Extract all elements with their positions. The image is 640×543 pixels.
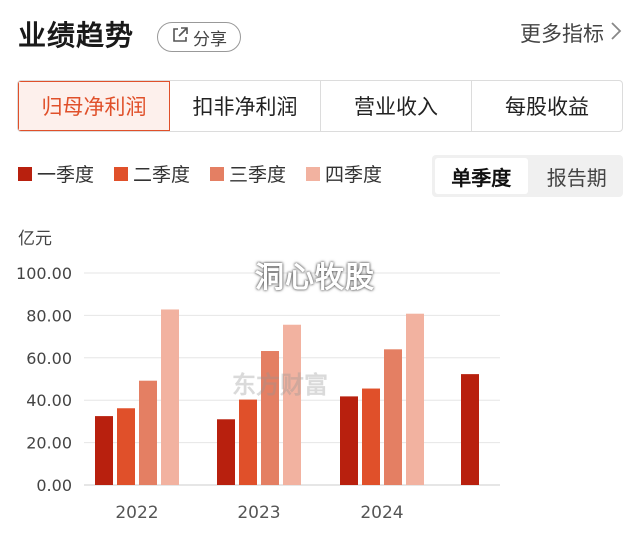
bar-3-2022 [139, 380, 157, 485]
bar-4-2023 [283, 324, 301, 485]
bar-1-latest [461, 374, 479, 485]
page-title: 业绩趋势 [18, 19, 135, 52]
y-tick-label: 20.00 [26, 434, 72, 453]
logo-watermark: 东方财富 [232, 371, 328, 399]
y-tick-label: 0.00 [36, 476, 72, 495]
y-tick-label: 80.00 [26, 306, 72, 325]
bar-3-2024 [384, 349, 402, 485]
tab-net-profit-parent[interactable]: 归母净利润 [18, 81, 170, 131]
legend-item-q2: 二季度 [114, 160, 190, 187]
bar-2-2022 [117, 408, 135, 485]
chart-legend: 一季度 二季度 三季度 四季度 [18, 160, 382, 187]
legend-label-q2: 二季度 [133, 164, 191, 186]
bar-1-2023 [217, 419, 235, 485]
x-tick-label: 2023 [237, 503, 280, 523]
legend-swatch-q3 [210, 166, 225, 181]
header: 业绩趋势 分享 更多指标 [0, 0, 640, 70]
bar-chart: 0.00 20.00 40.00 60.00 80.00 100.00 2022 2023 20… [16, 264, 500, 523]
share-icon [171, 26, 189, 49]
legend-label-q4: 四季度 [325, 164, 383, 186]
y-tick-label: 100.00 [16, 264, 72, 283]
legend-swatch-q4 [306, 166, 321, 181]
bar-2-2024 [362, 388, 380, 485]
y-axis-unit: 亿元 [18, 229, 52, 249]
text-watermark: 洞心牧股 [255, 260, 376, 294]
metric-tabs: 归母净利润 扣非净利润 营业收入 每股收益 [17, 80, 623, 132]
legend-label-q3: 三季度 [229, 164, 287, 186]
more-metrics-link[interactable]: 更多指标 [520, 18, 622, 48]
tab-revenue[interactable]: 营业收入 [321, 81, 472, 131]
legend-swatch-q2 [114, 166, 129, 181]
legend-item-q4: 四季度 [306, 160, 382, 187]
bar-4-2024 [406, 313, 424, 485]
x-tick-label: 2024 [360, 503, 403, 523]
bar-4-2022 [161, 309, 179, 485]
bar-1-2022 [95, 416, 113, 485]
period-report[interactable]: 报告期 [546, 165, 607, 190]
y-tick-label: 40.00 [26, 391, 72, 410]
share-button[interactable]: 分享 [157, 22, 241, 52]
legend-swatch-q1 [18, 166, 32, 181]
y-tick-label: 60.00 [26, 349, 72, 368]
tab-net-profit-deducted[interactable]: 扣非净利润 [170, 81, 321, 131]
legend-item-q3: 三季度 [210, 160, 286, 187]
x-tick-label: 2022 [115, 503, 158, 523]
period-single-quarter[interactable]: 单季度 [435, 158, 528, 194]
legend-item-q1: 一季度 [18, 160, 94, 187]
bar-1-2024 [340, 396, 358, 485]
legend-label-q1: 一季度 [37, 164, 95, 186]
more-metrics-label: 更多指标 [520, 22, 604, 46]
period-toggle: 单季度 报告期 [432, 155, 623, 197]
tab-eps[interactable]: 每股收益 [505, 95, 589, 119]
chevron-right-icon [610, 21, 622, 46]
bar-3-2023 [261, 351, 279, 485]
bar-2-2023 [239, 399, 257, 485]
share-label: 分享 [193, 29, 227, 50]
